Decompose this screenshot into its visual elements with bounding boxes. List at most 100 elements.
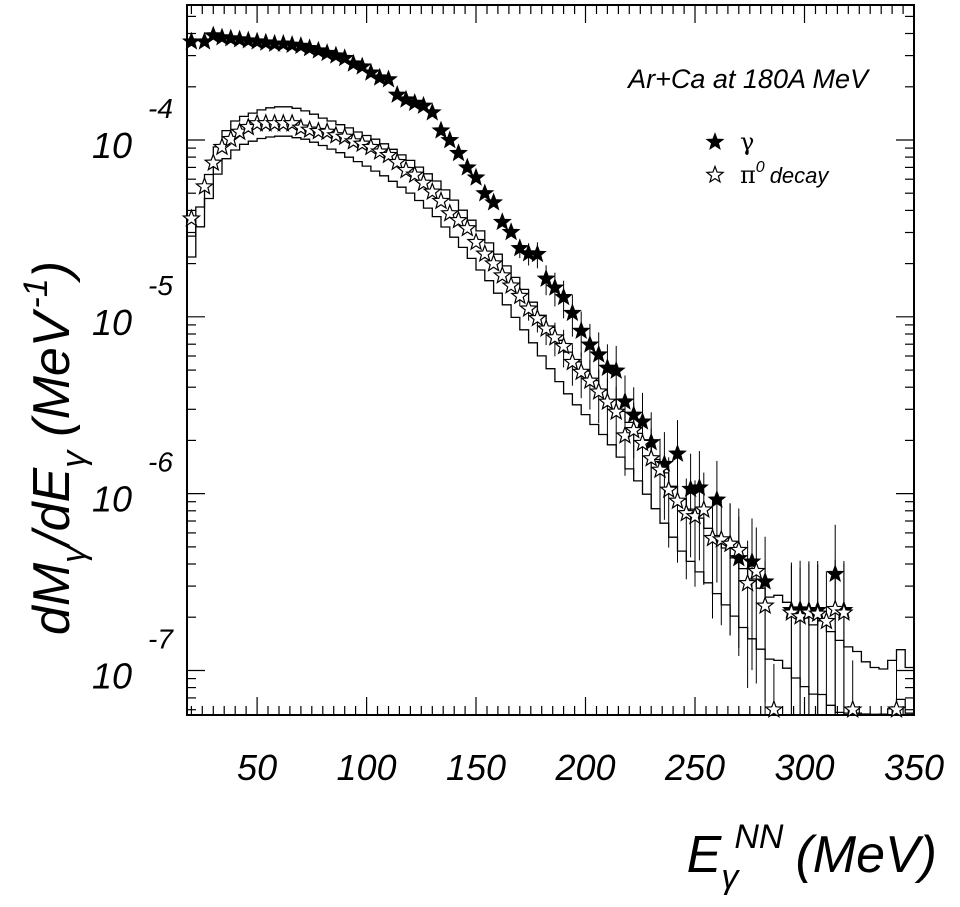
pi0-point — [396, 160, 416, 179]
gamma-point — [510, 238, 530, 257]
gamma-point — [431, 120, 451, 139]
pi0-point — [676, 503, 696, 522]
x-tick-label: 150 — [446, 747, 506, 788]
pi0-point — [466, 232, 486, 251]
pi0-point — [781, 602, 802, 621]
pi0-point — [282, 113, 302, 132]
gamma-point — [361, 62, 381, 81]
y-axis-title-mid: /dE — [23, 466, 81, 548]
pi0-point — [623, 420, 644, 439]
gamma-point — [597, 357, 617, 376]
gamma-point — [707, 489, 727, 508]
legend-star-filled — [705, 132, 725, 151]
gamma-point — [291, 36, 311, 55]
pi0-point — [606, 401, 626, 421]
gamma-point — [343, 53, 363, 72]
gamma-point — [689, 477, 709, 496]
pi0-point — [405, 164, 425, 184]
gamma-point — [247, 31, 267, 50]
pi0-point — [431, 190, 451, 210]
pi0-point — [842, 699, 863, 718]
pi0-point — [457, 218, 478, 237]
gamma-point — [238, 30, 258, 49]
gamma-point — [589, 344, 609, 363]
gamma-point — [457, 157, 477, 176]
pi0-point — [317, 121, 337, 141]
x-tick-label: 350 — [884, 747, 944, 788]
pi0-point — [694, 499, 714, 519]
pi0-point — [422, 181, 442, 201]
pi0-point — [553, 336, 574, 355]
pi0-point — [632, 432, 653, 452]
gamma-point — [379, 69, 398, 88]
series-pi0-decay — [181, 113, 907, 718]
pi0-point — [746, 561, 767, 580]
legend: γ π0 decay — [705, 128, 830, 189]
legend-label-gamma: γ — [740, 128, 754, 156]
pi0-point — [510, 285, 530, 305]
pi0-point — [536, 318, 556, 337]
legend-label-pi-sup: 0 — [756, 159, 765, 176]
pi0-point — [387, 152, 407, 171]
y-axis-title: dMγ/dEγ(MeV-1) — [17, 261, 93, 635]
x-axis-title-base: E — [687, 826, 723, 884]
y-axis-title-text: dM — [23, 562, 81, 635]
gamma-point — [212, 27, 232, 46]
y-tick-label-exp: -6 — [148, 447, 173, 478]
pi0-point — [755, 595, 775, 615]
x-axis-title-unit: (MeV) — [795, 826, 937, 884]
pi0-point — [650, 459, 670, 479]
y-tick-label-base: 10 — [92, 125, 132, 166]
annotation: Ar+Ca at 180A MeV — [626, 64, 871, 94]
pi0-point — [369, 141, 390, 160]
y-axis: 10 -4 10 -5 10 -6 10 -7 — [92, 15, 914, 711]
pi0-point — [807, 603, 828, 623]
pi0-point — [641, 448, 661, 467]
pi0-point — [352, 133, 372, 153]
gamma-point — [580, 334, 600, 353]
gamma-point — [440, 130, 460, 149]
pi0-point — [545, 327, 565, 346]
gamma-point — [352, 56, 372, 75]
x-tick-label: 100 — [337, 747, 397, 788]
gamma-point — [387, 84, 407, 103]
gamma-point — [230, 29, 249, 48]
y-tick-label-base: 10 — [92, 302, 132, 343]
legend-star-open — [705, 164, 725, 184]
pi0-point — [361, 136, 381, 156]
gamma-point — [571, 320, 591, 339]
pi0-point — [886, 699, 907, 718]
pi0-point — [571, 361, 591, 381]
pi0-point — [518, 298, 539, 318]
pi0-point — [702, 528, 723, 547]
legend-label-decay: decay — [770, 163, 831, 188]
y-tick-label-base: 10 — [92, 479, 132, 520]
pi0-point — [597, 391, 618, 411]
x-tick-label: 200 — [554, 747, 615, 788]
y-axis-title-sub1: γ — [55, 544, 93, 563]
pi0-point — [588, 381, 609, 400]
x-tick-label: 50 — [237, 747, 277, 788]
y-axis-title-unit-post: ) — [23, 261, 81, 284]
gamma-point — [492, 212, 512, 231]
pi0-point — [834, 602, 854, 621]
y-axis-title-unit-pre: (MeV — [23, 308, 81, 437]
gamma-point — [308, 40, 328, 59]
pi0-point — [729, 539, 749, 559]
legend-marker-pi0 — [705, 164, 725, 184]
pi0-point — [737, 573, 758, 592]
y-tick-label-exp: -4 — [148, 93, 173, 124]
gamma-point — [466, 167, 486, 186]
x-axis: 50 100 150 200 250 300 350 — [190, 5, 944, 788]
pi0-point — [299, 119, 320, 139]
pi0-point — [413, 172, 434, 192]
pi0-point — [667, 490, 688, 510]
gamma-point — [668, 443, 687, 462]
gamma-point — [221, 28, 241, 47]
pi0-point — [203, 152, 224, 172]
legend-label-pi0: π0 decay — [740, 159, 830, 189]
gamma-point — [615, 391, 635, 410]
x-axis-title-sub: γ — [721, 858, 740, 896]
plot-border — [186, 4, 915, 716]
